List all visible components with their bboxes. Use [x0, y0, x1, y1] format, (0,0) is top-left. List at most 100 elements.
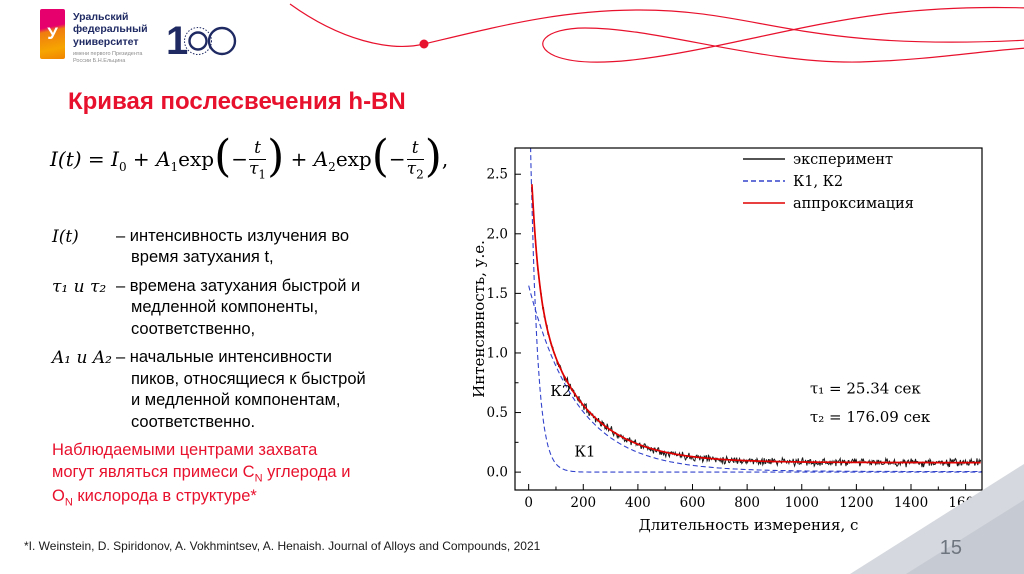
- plot-frame: [514, 147, 983, 491]
- svg-text:1400: 1400: [894, 495, 928, 511]
- note-sub: N: [64, 495, 73, 508]
- formula-fraction-2: t τ2: [406, 139, 424, 182]
- formula-a2: A: [313, 146, 329, 171]
- definition-row: I(t) – интенсивность излучения во время …: [52, 226, 374, 269]
- x-axis-label: Длительность измерения, с: [639, 516, 859, 534]
- chart-annotation: τ₁ = 25.34 сек: [810, 379, 921, 397]
- svg-text:1200: 1200: [839, 495, 873, 511]
- svg-text:2.0: 2.0: [487, 226, 508, 242]
- fraction-denominator: τ: [406, 158, 417, 179]
- formula-rparen: ): [424, 131, 442, 183]
- chart-annotation: К2: [550, 382, 571, 400]
- definition-term: A₁ и A₂: [52, 348, 112, 369]
- footnote: *I. Weinstein, D. Spiridonov, A. Vokhmin…: [24, 539, 541, 553]
- formula-fraction-1: t τ1: [249, 139, 267, 182]
- svg-text:1000: 1000: [785, 495, 819, 511]
- fraction-numerator: t: [249, 139, 267, 160]
- definition-row: A₁ и A₂ – начальные интенсивности пиков,…: [52, 347, 374, 433]
- formula-eq: =: [81, 146, 112, 171]
- svg-text:0: 0: [524, 495, 533, 511]
- swirl-line-2: [423, 9, 1024, 45]
- swirl-line-3: [542, 6, 1024, 63]
- formula-plus: +: [126, 146, 157, 171]
- svg-text:200: 200: [570, 495, 596, 511]
- note-text: углерода и O: [52, 462, 351, 505]
- legend-label: аппроксимация: [793, 196, 914, 212]
- urfu-logo-mark: У: [40, 9, 65, 59]
- decorative-swirl: [289, 3, 1024, 63]
- svg-text:600: 600: [680, 495, 706, 511]
- corner-decoration: [850, 464, 1024, 574]
- formula-minus: −: [231, 146, 249, 171]
- university-subtext-line: России Б.Н.Ельцина: [73, 58, 126, 65]
- note-text: кислорода в структуре*: [72, 486, 257, 505]
- formula-exp: exp: [178, 146, 215, 171]
- decay-chart: 020040060080010001200140016000.00.51.01.…: [470, 147, 983, 534]
- curve-K1: [530, 148, 982, 473]
- definition-text: – интенсивность излучения во время затух…: [116, 227, 350, 267]
- definition-row: τ₁ и τ₂ – времена затухания быстрой и ме…: [52, 276, 374, 340]
- fraction-denominator-sub: 2: [416, 167, 424, 182]
- svg-text:1.5: 1.5: [487, 286, 508, 302]
- note-text: Наблюдаемыми центрами захвата могут явля…: [52, 441, 318, 481]
- curve-approximation: [531, 184, 981, 464]
- swirl-dot: [419, 39, 429, 49]
- formula: I(t) = I0 + A1exp(− t τ1) + A2exp(− t τ2),: [50, 135, 449, 182]
- formula-comma: ,: [441, 146, 449, 171]
- corner-wedge-dark: [906, 500, 1024, 574]
- definition-text: – времена затухания быстрой и медленной …: [116, 276, 361, 338]
- fraction-numerator: t: [406, 139, 424, 160]
- formula-exp: exp: [335, 146, 372, 171]
- university-name-line: университет: [73, 35, 139, 48]
- legend-label: эксперимент: [793, 152, 893, 168]
- chart-curves: [528, 148, 982, 473]
- slide-title: Кривая послесвечения h-BN: [68, 88, 406, 115]
- swirl-line-1: [289, 3, 425, 47]
- svg-text:2.5: 2.5: [487, 167, 508, 183]
- anniversary-circle-2: [207, 26, 237, 56]
- university-name-line: Уральский: [73, 11, 129, 23]
- chart-legend: эксперимент К1, К2 аппроксимация: [743, 152, 914, 212]
- svg-text:800: 800: [734, 495, 760, 511]
- anniversary-circle-1: [188, 31, 208, 51]
- formula-a1: A: [156, 146, 171, 171]
- formula-i0: I: [111, 146, 119, 171]
- anniversary-ring-text: [184, 27, 212, 55]
- formula-i0-sub: 0: [118, 159, 127, 174]
- legend-label: К1, К2: [793, 174, 843, 190]
- page-number: 15: [939, 537, 962, 559]
- chart-annotation: К1: [574, 443, 595, 461]
- y-axis-label: Интенсивность, у.е.: [470, 240, 488, 398]
- university-name: Уральский федеральный университет: [73, 11, 148, 48]
- formula-rparen: ): [267, 131, 285, 183]
- urfu-logo-letter: У: [47, 24, 58, 43]
- definition-text: – начальные интенсивности пиков, относящ…: [116, 348, 366, 431]
- trap-centers-note: Наблюдаемыми центрами захвата могут явля…: [52, 440, 360, 509]
- fraction-denominator-sub: 1: [258, 167, 267, 182]
- chart-annotations: К2 К1 τ₁ = 25.34 сек τ₂ = 176.09 сек: [550, 379, 931, 460]
- formula-minus: −: [388, 146, 406, 171]
- svg-text:0.0: 0.0: [487, 465, 508, 481]
- svg-text:1.0: 1.0: [487, 345, 508, 361]
- university-subtext-line: имени первого Президента: [73, 51, 143, 57]
- note-sub: N: [254, 472, 263, 485]
- definitions: I(t) – интенсивность излучения во время …: [52, 226, 374, 440]
- fraction-denominator: τ: [249, 158, 259, 179]
- curve-K2: [528, 285, 982, 473]
- formula-a1-sub: 1: [170, 159, 179, 174]
- anniversary-digit: 1: [166, 19, 188, 63]
- university-name-line: федеральный: [73, 23, 148, 36]
- y-axis: 0.0 0.5 1.0 1.5 2.0 2.5: [487, 167, 521, 481]
- formula-lhs: I(t): [50, 146, 82, 171]
- svg-text:0.5: 0.5: [487, 405, 508, 421]
- svg-text:400: 400: [625, 495, 651, 511]
- formula-lparen: (: [214, 131, 232, 183]
- anniversary-logo: 1: [166, 19, 237, 63]
- definition-term: τ₁ и τ₂: [52, 276, 107, 297]
- formula-a2-sub: 2: [328, 159, 336, 174]
- university-subtext: имени первого Президента России Б.Н.Ельц…: [73, 51, 142, 66]
- formula-lparen: (: [371, 131, 389, 183]
- definition-term: I(t): [52, 227, 79, 247]
- chart-annotation: τ₂ = 176.09 сек: [810, 408, 931, 426]
